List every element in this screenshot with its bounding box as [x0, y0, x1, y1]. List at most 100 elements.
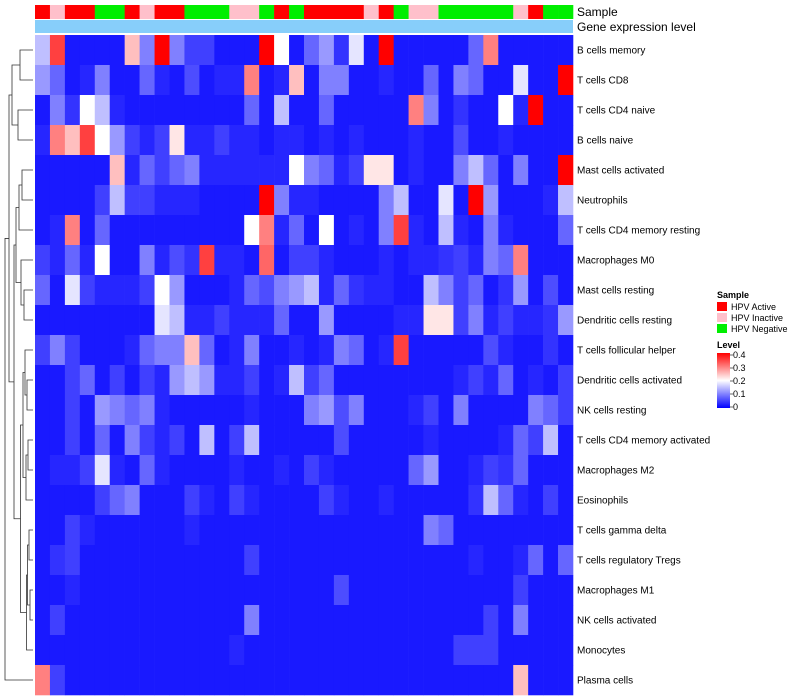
- heatmap-cell: [348, 395, 365, 426]
- heatmap-cell: [169, 185, 185, 216]
- level-tick-label: 0.1: [733, 389, 746, 399]
- heatmap-cell: [348, 65, 365, 96]
- heatmap-cell: [184, 125, 200, 156]
- heatmap-cell: [49, 515, 66, 546]
- heatmap-cell: [139, 455, 155, 486]
- heatmap-cell: [543, 125, 559, 156]
- heatmap-cell: [64, 455, 81, 486]
- heatmap-cell: [169, 635, 185, 666]
- heatmap-cell: [304, 35, 320, 66]
- sample-annotation-cell: [124, 5, 140, 19]
- heatmap-cell: [274, 305, 290, 336]
- heatmap-cell: [558, 305, 574, 336]
- heatmap-cell: [528, 425, 544, 456]
- heatmap-cell: [378, 215, 394, 246]
- heatmap-cell: [214, 245, 230, 276]
- heatmap-cell: [94, 185, 111, 216]
- heatmap-cell: [304, 185, 320, 216]
- heatmap-cell: [274, 425, 290, 456]
- heatmap-cell: [513, 605, 529, 636]
- heatmap-cell: [483, 665, 499, 696]
- heatmap-cell: [543, 155, 559, 186]
- heatmap-cell: [528, 275, 544, 306]
- heatmap-cell: [378, 155, 394, 186]
- heatmap-cell: [378, 65, 394, 96]
- heatmap-cell: [393, 275, 409, 306]
- heatmap-cell: [304, 65, 320, 96]
- heatmap-cell: [468, 35, 484, 66]
- heatmap-cell: [79, 35, 96, 66]
- heatmap-cell: [79, 215, 96, 246]
- heatmap-cell: [199, 35, 215, 66]
- heatmap-cell: [49, 455, 66, 486]
- heatmap-cells: [35, 35, 574, 696]
- heatmap-cell: [483, 485, 499, 516]
- heatmap-cell: [513, 245, 529, 276]
- heatmap-cell: [199, 365, 215, 396]
- heatmap-cell: [453, 245, 469, 276]
- heatmap-cell: [184, 455, 200, 486]
- heatmap-cell: [259, 635, 275, 666]
- heatmap-cell: [363, 395, 380, 426]
- heatmap-cell: [453, 215, 469, 246]
- heatmap-cell: [49, 635, 66, 666]
- heatmap-cell: [468, 125, 484, 156]
- heatmap-cell: [79, 125, 96, 156]
- heatmap-cell: [318, 605, 335, 636]
- heatmap-cell: [348, 305, 365, 336]
- heatmap-cell: [438, 185, 454, 216]
- heatmap-cell: [289, 455, 305, 486]
- heatmap-cell: [199, 155, 215, 186]
- heatmap-cell: [318, 65, 335, 96]
- heatmap-cell: [423, 425, 439, 456]
- expression-annotation-label: Gene expression level: [577, 20, 696, 34]
- heatmap-cell: [348, 245, 365, 276]
- heatmap-cell: [244, 395, 260, 426]
- heatmap-cell: [244, 335, 260, 366]
- heatmap-cell: [558, 335, 574, 366]
- heatmap-cell: [154, 65, 170, 96]
- row-label: T cells CD4 memory resting: [577, 226, 700, 237]
- heatmap-cell: [528, 155, 544, 186]
- heatmap-cell: [558, 185, 574, 216]
- heatmap-cell: [393, 425, 409, 456]
- heatmap-cell: [229, 485, 245, 516]
- heatmap-cell: [318, 215, 335, 246]
- heatmap-cell: [49, 605, 66, 636]
- heatmap-cell: [393, 185, 409, 216]
- heatmap-cell: [124, 215, 140, 246]
- heatmap-cell: [408, 305, 424, 336]
- heatmap-cell: [363, 245, 380, 276]
- heatmap-cell: [244, 545, 260, 576]
- heatmap-cell: [259, 365, 275, 396]
- heatmap-cell: [558, 395, 574, 426]
- heatmap-cell: [498, 425, 514, 456]
- heatmap-cell: [423, 395, 439, 426]
- heatmap-cell: [333, 575, 350, 606]
- heatmap-cell: [348, 425, 365, 456]
- heatmap-cell: [378, 575, 394, 606]
- heatmap-cell: [184, 215, 200, 246]
- heatmap-cell: [423, 365, 439, 396]
- heatmap-cell: [35, 605, 51, 636]
- heatmap-cell: [139, 515, 155, 546]
- heatmap-cell: [35, 515, 51, 546]
- heatmap-cell: [513, 635, 529, 666]
- heatmap-cell: [289, 35, 305, 66]
- heatmap-cell: [79, 155, 96, 186]
- heatmap-cell: [543, 35, 559, 66]
- heatmap-cell: [154, 125, 170, 156]
- heatmap-cell: [378, 365, 394, 396]
- heatmap-cell: [453, 275, 469, 306]
- heatmap-cell: [304, 365, 320, 396]
- heatmap-cell: [408, 335, 424, 366]
- row-label: Dendritic cells activated: [577, 376, 682, 387]
- heatmap-cell: [528, 605, 544, 636]
- heatmap-cell: [229, 305, 245, 336]
- row-label: Mast cells activated: [577, 166, 664, 177]
- sample-annotation-cell: [139, 5, 155, 19]
- heatmap-cell: [184, 275, 200, 306]
- heatmap-cell: [318, 665, 335, 696]
- heatmap-cell: [483, 365, 499, 396]
- heatmap-cell: [139, 215, 155, 246]
